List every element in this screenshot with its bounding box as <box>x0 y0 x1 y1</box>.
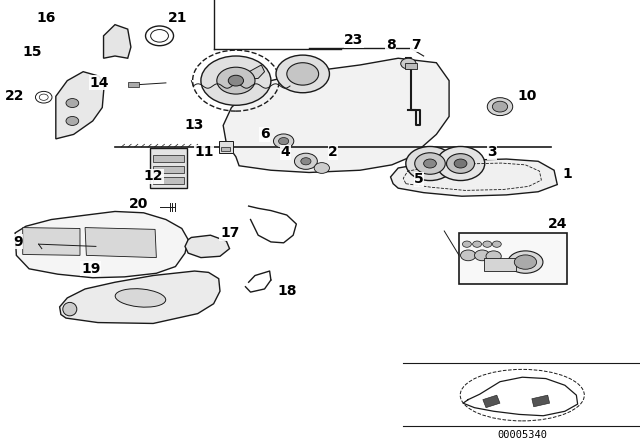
Circle shape <box>436 146 484 181</box>
Bar <box>459 233 567 284</box>
Circle shape <box>273 134 294 148</box>
Circle shape <box>447 154 474 173</box>
Circle shape <box>415 153 445 174</box>
Polygon shape <box>22 228 80 255</box>
Polygon shape <box>104 25 131 58</box>
Circle shape <box>276 55 330 93</box>
Text: 14: 14 <box>89 76 109 90</box>
Polygon shape <box>15 211 188 278</box>
Circle shape <box>66 116 79 125</box>
Polygon shape <box>532 395 550 407</box>
Circle shape <box>294 153 317 169</box>
Circle shape <box>454 159 467 168</box>
Circle shape <box>461 250 476 261</box>
Text: 5: 5 <box>414 172 424 186</box>
Bar <box>128 82 139 87</box>
Text: 22: 22 <box>4 89 24 103</box>
Circle shape <box>406 146 454 181</box>
Text: 9: 9 <box>13 235 22 249</box>
Text: 13: 13 <box>185 118 204 133</box>
Text: 00005340: 00005340 <box>497 431 547 440</box>
Text: 21: 21 <box>168 11 188 25</box>
Text: 2: 2 <box>328 145 338 159</box>
Circle shape <box>424 159 436 168</box>
Text: 6: 6 <box>260 127 269 142</box>
Text: 20: 20 <box>129 197 148 211</box>
Ellipse shape <box>515 255 536 269</box>
Text: 10: 10 <box>518 89 537 103</box>
Bar <box>219 141 233 153</box>
Ellipse shape <box>508 251 543 273</box>
Text: 12: 12 <box>143 169 163 183</box>
Circle shape <box>492 101 508 112</box>
Circle shape <box>301 158 311 165</box>
Circle shape <box>287 63 319 85</box>
Circle shape <box>483 241 492 247</box>
Bar <box>221 147 230 151</box>
Ellipse shape <box>115 289 166 307</box>
Polygon shape <box>185 235 230 258</box>
Circle shape <box>474 250 490 261</box>
Bar <box>484 258 516 271</box>
Text: 18: 18 <box>277 284 297 298</box>
Bar <box>153 177 184 184</box>
Text: 3: 3 <box>487 145 497 159</box>
Text: 17: 17 <box>220 226 239 240</box>
Bar <box>404 63 417 69</box>
Polygon shape <box>223 58 449 172</box>
Circle shape <box>201 56 271 105</box>
Text: 15: 15 <box>22 44 42 59</box>
Polygon shape <box>390 159 557 196</box>
Circle shape <box>66 99 79 108</box>
Circle shape <box>472 241 481 247</box>
Circle shape <box>487 98 513 116</box>
Text: 11: 11 <box>194 145 214 159</box>
Circle shape <box>401 58 416 69</box>
Polygon shape <box>85 228 156 258</box>
Circle shape <box>217 67 255 94</box>
Text: 4: 4 <box>280 145 290 159</box>
Polygon shape <box>60 271 220 323</box>
Text: 24: 24 <box>548 217 567 231</box>
Circle shape <box>228 75 244 86</box>
Text: 7: 7 <box>411 38 420 52</box>
Bar <box>150 148 187 188</box>
Polygon shape <box>56 72 104 139</box>
Text: 23: 23 <box>344 33 364 47</box>
Circle shape <box>492 241 501 247</box>
Circle shape <box>463 241 472 247</box>
Text: 1: 1 <box>563 167 572 181</box>
Circle shape <box>278 138 289 145</box>
Text: 16: 16 <box>36 11 56 25</box>
Bar <box>153 166 184 173</box>
Bar <box>153 155 184 162</box>
Polygon shape <box>483 395 500 408</box>
Text: 19: 19 <box>81 262 100 276</box>
Polygon shape <box>233 65 264 81</box>
Ellipse shape <box>63 302 77 316</box>
Text: 8: 8 <box>386 38 396 52</box>
Circle shape <box>314 163 330 173</box>
Circle shape <box>486 251 501 262</box>
